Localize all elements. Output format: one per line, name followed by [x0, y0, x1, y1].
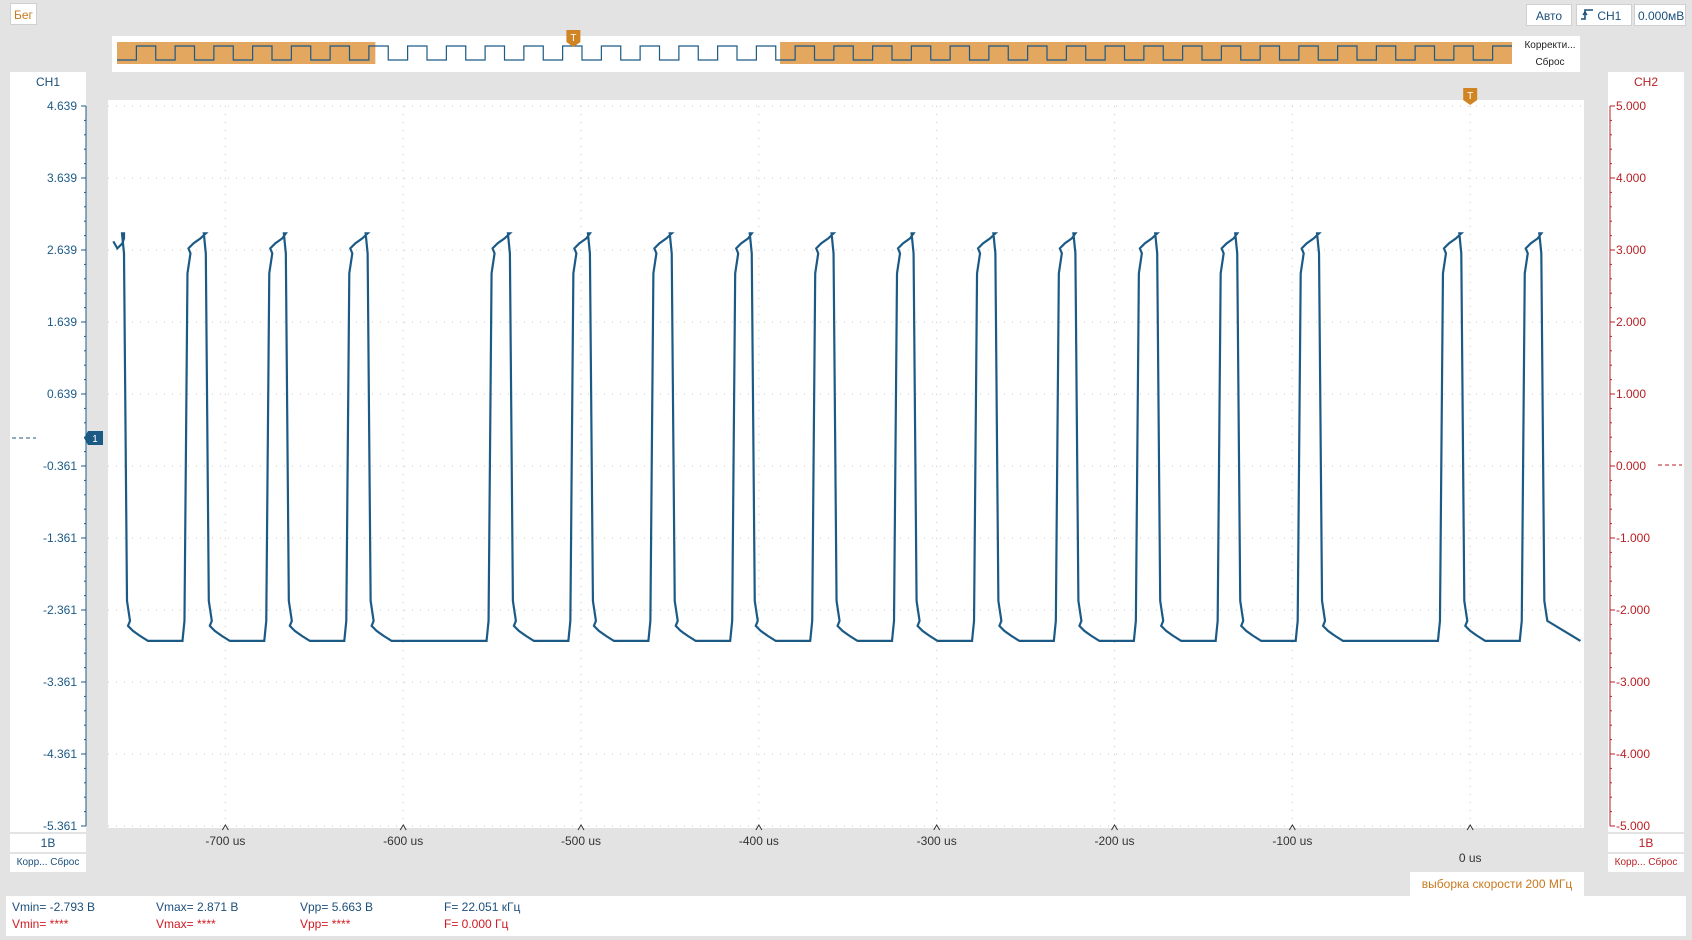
- run-stop-button[interactable]: Бег: [10, 3, 37, 25]
- trigger-mode-button[interactable]: Авто: [1526, 4, 1572, 26]
- rising-edge-icon: [1580, 6, 1594, 28]
- ch2-vmax: Vmax= ****: [156, 917, 216, 931]
- x-tick-label: -100 us: [1272, 834, 1312, 848]
- ch1-vpp: Vpp= 5.663 В: [300, 900, 374, 914]
- ch2-adjust-reset-button[interactable]: Корр... Сброс: [1608, 854, 1684, 872]
- x-tick-label: 0 us: [1459, 851, 1482, 865]
- sample-rate-label: выборка скорости 200 МГц: [1410, 872, 1584, 896]
- trigger-source-button[interactable]: CH1: [1576, 4, 1632, 26]
- trigger-level-button[interactable]: 0.000мВ: [1634, 4, 1686, 26]
- ch1-adjust-reset-button[interactable]: Корр... Сброс: [10, 854, 86, 872]
- x-tick-label: -200 us: [1095, 834, 1135, 848]
- x-tick-label: -300 us: [917, 834, 957, 848]
- plot-area[interactable]: [108, 100, 1584, 828]
- ch2-header[interactable]: CH2: [1608, 72, 1684, 92]
- x-tick-label: -700 us: [205, 834, 245, 848]
- overview-reset-button[interactable]: Сброс: [1520, 55, 1580, 71]
- ch2-vmin: Vmin= ****: [12, 917, 69, 931]
- x-tick-label: -600 us: [383, 834, 423, 848]
- x-tick-label: -500 us: [561, 834, 601, 848]
- ch2-frequency: F= 0.000 Гц: [444, 917, 509, 931]
- ch1-ground-marker: [84, 431, 103, 445]
- ch2-vpp: Vpp= ****: [300, 917, 351, 931]
- trigger-source-label: CH1: [1597, 9, 1622, 23]
- x-tick-label: -400 us: [739, 834, 779, 848]
- ch1-vmax: Vmax= 2.871 В: [156, 900, 239, 914]
- ch1-scale-panel[interactable]: [10, 92, 86, 832]
- ch1-frequency: F= 22.051 кГц: [444, 900, 521, 914]
- ch1-ground-marker-label: 1: [92, 434, 98, 445]
- measurements-panel: Vmin= -2.793 В Vmax= 2.871 В Vpp= 5.663 …: [6, 896, 1686, 936]
- ch1-volts-per-div[interactable]: 1В: [10, 834, 86, 852]
- waveform-overview[interactable]: [112, 36, 1580, 72]
- overview-adjust-button[interactable]: Корректи...: [1520, 38, 1580, 54]
- ch1-vmin: Vmin= -2.793 В: [12, 900, 96, 914]
- ch1-header[interactable]: CH1: [10, 72, 86, 92]
- ch2-scale-panel[interactable]: [1608, 92, 1684, 832]
- ch2-volts-per-div[interactable]: 1В: [1608, 834, 1684, 852]
